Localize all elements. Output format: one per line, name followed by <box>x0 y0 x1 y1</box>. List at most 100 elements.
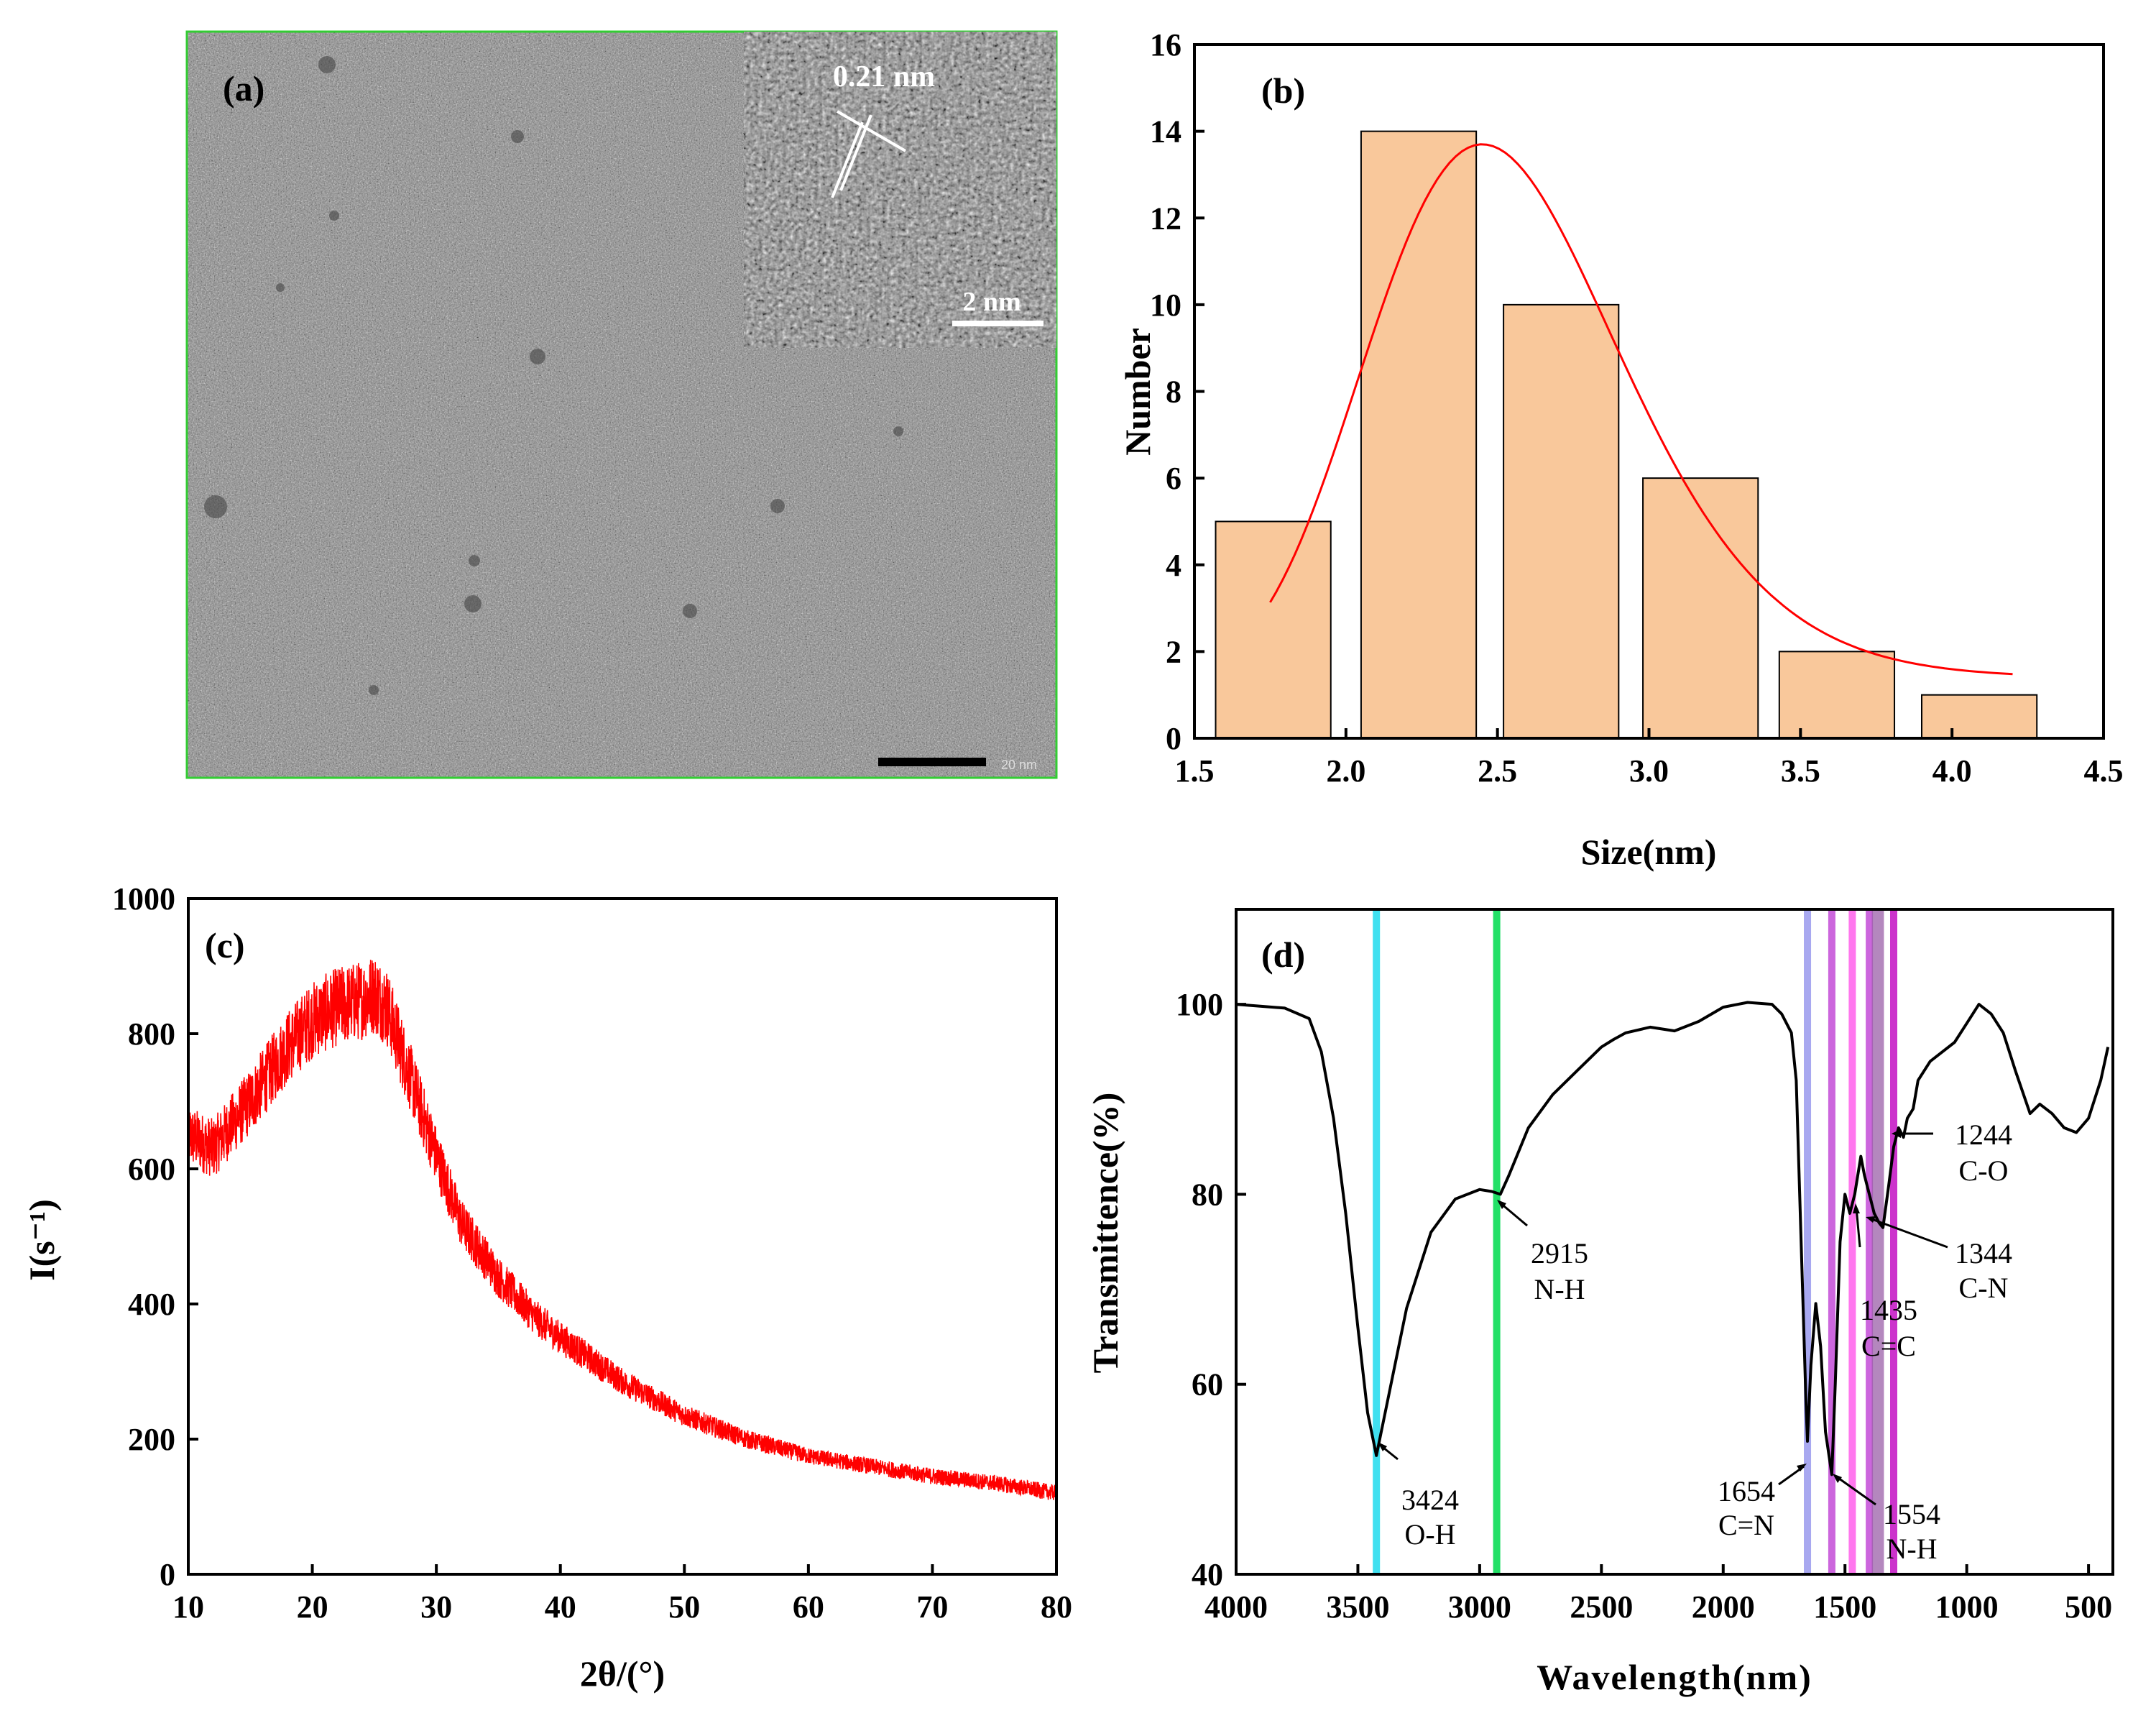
panel-b-x-axis-title: Size(nm) <box>1581 832 1717 872</box>
panel-b-x-tick-label: 1.5 <box>1175 753 1215 789</box>
annotation-1554-group: N-H <box>1886 1533 1937 1565</box>
panel-b-y-tick-label: 8 <box>1166 375 1181 410</box>
histogram-bar <box>1778 651 1896 739</box>
tem-particles <box>204 56 903 695</box>
panel-c-frame <box>187 897 1058 1576</box>
annotation-1554: 1554 N-H <box>1833 1474 1940 1565</box>
annotation-1654-wavenumber: 1654 <box>1718 1475 1775 1507</box>
panel-b-x-tick-label: 3.0 <box>1629 753 1669 789</box>
panel-b-x-tick-label: 2.0 <box>1326 753 1365 789</box>
panel-d-x-tick-label: 500 <box>2065 1589 2112 1625</box>
lattice-marker <box>831 110 907 198</box>
annotation-1344-group: C-N <box>1959 1272 2009 1304</box>
panel-c-y-tick-label: 1000 <box>112 881 175 917</box>
panel-c-x-axis-title: 2θ/(°) <box>580 1653 665 1694</box>
panel-c-x-tick-label: 10 <box>172 1589 204 1625</box>
panel-c-y-tick-label: 200 <box>128 1422 175 1457</box>
panel-d-x-tick-label: 3000 <box>1448 1589 1511 1625</box>
panel-c-x-tick-label: 30 <box>420 1589 452 1625</box>
inset-scale-label: 2 nm <box>962 287 1021 317</box>
panel-b-x-tick-label: 4.5 <box>2084 753 2124 789</box>
panel-c-x-tick-label: 20 <box>297 1589 328 1625</box>
panel-b-x-tick-label: 2.5 <box>1478 753 1517 789</box>
panel-b-label: (b) <box>1261 70 1305 111</box>
panel-d-x-tick-label: 1500 <box>1813 1589 1876 1625</box>
histogram-bar <box>1503 303 1620 739</box>
panel-c-y-tick-label: 0 <box>160 1557 175 1592</box>
annotation-1435-wavenumber: 1435 <box>1860 1294 1917 1326</box>
panel-b-y-axis-title: Number <box>1118 328 1158 456</box>
main-scale-label: 20 nm <box>1001 758 1037 772</box>
panel-b-y-tick-label: 0 <box>1166 721 1181 756</box>
annotation-2915-group: N-H <box>1534 1273 1585 1305</box>
panel-d-y-ticks: 40 60 80 100 <box>1176 987 1246 1592</box>
panel-b-y-tick-label: 4 <box>1166 548 1181 583</box>
annotation-1654: 1654 C=N <box>1718 1464 1807 1541</box>
panel-c-xrd: 10 20 30 40 50 60 70 80 0 200 400 600 800 1000 (c) 2… <box>22 881 1072 1694</box>
xrd-pattern-line <box>188 960 1057 1501</box>
panel-a-tem-image: (a) 0.21 nm 2 nm 20 nm <box>185 30 1058 779</box>
panel-b-y-tick-label: 2 <box>1166 634 1181 669</box>
panel-d-x-tick-label: 1000 <box>1935 1589 1999 1625</box>
annotation-1435: 1435 C=C <box>1853 1203 1917 1362</box>
panel-b-x-tick-label: 4.0 <box>1932 753 1972 789</box>
panel-b-x-tick-label: 3.5 <box>1781 753 1820 789</box>
panel-b-y-tick-label: 12 <box>1150 201 1181 236</box>
panel-d-x-tick-label: 3500 <box>1326 1589 1389 1625</box>
annotation-1654-group: C=N <box>1718 1509 1774 1541</box>
panel-d-ftir: 4000 3500 3000 2500 2000 1500 1000 500 40 60 80 10… <box>1085 908 2114 1697</box>
annotation-3424-wavenumber: 3424 <box>1401 1484 1459 1516</box>
annotation-2915: 2915 N-H <box>1497 1200 1588 1305</box>
panel-c-x-tick-label: 70 <box>916 1589 948 1625</box>
panel-d-y-tick-label: 60 <box>1192 1367 1223 1402</box>
panel-b-y-tick-label: 16 <box>1150 27 1181 63</box>
annotation-1244: 1244 C-O <box>1892 1119 2012 1187</box>
histogram-bar <box>1642 477 1759 739</box>
panel-b-y-ticks: 0 2 4 6 8 10 12 14 16 <box>1150 27 1204 756</box>
panel-b-x-ticks: 1.5 2.0 2.5 3.0 3.5 4.0 4.5 <box>1175 728 2124 789</box>
ftir-band-markers <box>1373 909 1897 1574</box>
panel-d-x-ticks: 4000 3500 3000 2500 2000 1500 1000 500 <box>1204 1564 2112 1625</box>
panel-d-y-tick-label: 40 <box>1192 1557 1223 1592</box>
annotation-1435-group: C=C <box>1861 1330 1916 1362</box>
histogram-bar <box>1921 694 2038 739</box>
panel-d-y-tick-label: 100 <box>1176 987 1223 1022</box>
ftir-spectrum-line <box>1235 1001 2110 1477</box>
lattice-spacing-label: 0.21 nm <box>833 60 935 93</box>
panel-c-y-tick-label: 400 <box>128 1287 175 1322</box>
annotation-1344: 1344 C-N <box>1866 1216 2012 1304</box>
panel-c-label: (c) <box>205 925 245 965</box>
histogram-bar <box>1215 520 1332 739</box>
panel-d-y-axis-title: Transmittence(%) <box>1085 1093 1125 1374</box>
annotation-1344-wavenumber: 1344 <box>1955 1237 2012 1269</box>
annotation-1554-wavenumber: 1554 <box>1883 1498 1940 1530</box>
panel-c-x-tick-label: 40 <box>545 1589 576 1625</box>
panel-c-y-axis-title: I(s⁻¹) <box>22 1199 62 1281</box>
annotation-3424: 3424 O-H <box>1378 1442 1459 1551</box>
panel-c-x-tick-label: 60 <box>793 1589 824 1625</box>
panel-c-y-tick-label: 600 <box>128 1152 175 1187</box>
panel-d-x-tick-label: 2000 <box>1692 1589 1755 1625</box>
panel-d-x-tick-label: 2500 <box>1570 1589 1633 1625</box>
panel-c-x-tick-label: 80 <box>1041 1589 1072 1625</box>
annotation-2915-wavenumber: 2915 <box>1531 1237 1588 1269</box>
panel-a-label: (a) <box>223 68 264 109</box>
panel-c-x-tick-label: 50 <box>668 1589 700 1625</box>
panel-b-y-tick-label: 14 <box>1150 114 1181 150</box>
annotation-1244-wavenumber: 1244 <box>1955 1119 2012 1151</box>
ftir-band-region <box>1871 909 1884 1574</box>
panel-d-x-tick-label: 4000 <box>1204 1589 1268 1625</box>
panel-c-y-ticks: 0 200 400 600 800 1000 <box>112 881 198 1592</box>
panel-d-y-tick-label: 80 <box>1192 1177 1223 1212</box>
panel-d-x-axis-title: Wavelength(nm) <box>1537 1657 1812 1697</box>
tem-border <box>185 30 1058 779</box>
panel-b-y-tick-label: 6 <box>1166 461 1181 496</box>
annotation-3424-group: O-H <box>1404 1518 1455 1551</box>
histogram-bars <box>1215 130 2038 739</box>
annotation-1244-group: C-O <box>1959 1154 2009 1187</box>
panel-c-y-tick-label: 800 <box>128 1016 175 1052</box>
panel-d-label: (d) <box>1261 934 1305 975</box>
ftir-annotations: 3424 O-H 2915 N-H 1654 C=N 1554 N-H <box>1378 1119 2012 1565</box>
